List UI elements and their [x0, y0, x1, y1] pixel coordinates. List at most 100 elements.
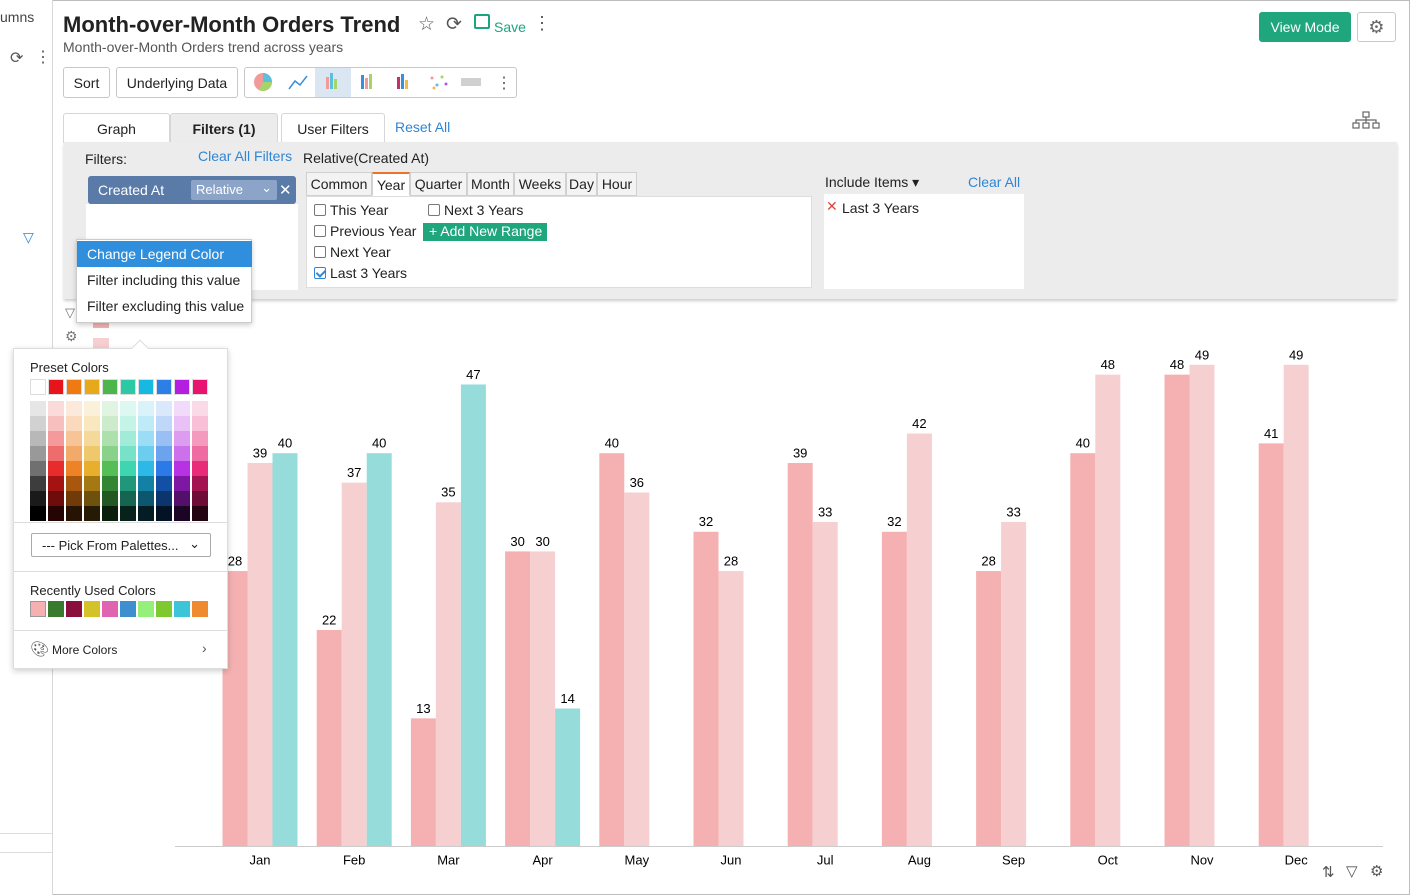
chip-mode[interactable]: Relative ⌄ [191, 180, 277, 200]
tab-active[interactable]: Filters (1) [170, 113, 278, 143]
swatch[interactable] [48, 491, 64, 506]
swatch[interactable] [174, 601, 190, 617]
remove-icon[interactable]: ✕ [826, 198, 838, 214]
settings-button[interactable]: ⚙ [1357, 12, 1396, 42]
sort-icon[interactable]: ⇅ [1322, 864, 1335, 881]
swatch[interactable] [138, 401, 154, 416]
swatch[interactable] [30, 601, 46, 617]
swatch[interactable] [48, 379, 64, 395]
swatch[interactable] [156, 416, 172, 431]
swatch[interactable] [174, 506, 190, 521]
swatch[interactable] [84, 416, 100, 431]
swatch[interactable] [30, 461, 46, 476]
save-icon[interactable] [474, 14, 490, 29]
swatch[interactable] [30, 401, 46, 416]
swatch[interactable] [120, 401, 136, 416]
period-tab[interactable]: Weeks [514, 172, 566, 196]
swatch[interactable] [48, 476, 64, 491]
menu-item[interactable]: Filter excluding this value [87, 298, 245, 314]
option[interactable]: Next Year [314, 244, 391, 260]
swatch[interactable] [48, 431, 64, 446]
option[interactable]: Previous Year [314, 223, 416, 239]
swatch[interactable] [30, 431, 46, 446]
swatch[interactable] [66, 476, 82, 491]
swatch[interactable] [102, 431, 118, 446]
swatch[interactable] [120, 491, 136, 506]
swatch[interactable] [102, 461, 118, 476]
sort-button[interactable]: Sort [63, 67, 110, 98]
swatch[interactable] [84, 379, 100, 395]
clear-all-filters[interactable]: Clear All Filters [198, 148, 293, 164]
checkbox[interactable] [314, 246, 326, 258]
swatch[interactable] [120, 601, 136, 617]
swatch[interactable] [174, 401, 190, 416]
period-tab-active[interactable]: Year [372, 172, 410, 196]
swatch[interactable] [30, 446, 46, 461]
swatch[interactable] [156, 401, 172, 416]
tab[interactable]: Graph [63, 113, 170, 143]
swatch[interactable] [174, 461, 190, 476]
filter-icon[interactable]: ▽ [23, 229, 34, 245]
swatch[interactable] [174, 446, 190, 461]
swatch[interactable] [84, 601, 100, 617]
swatch[interactable] [120, 461, 136, 476]
period-tab[interactable]: Quarter [410, 172, 467, 196]
tab[interactable]: User Filters [281, 113, 385, 143]
swatch[interactable] [192, 401, 208, 416]
swatch[interactable] [48, 446, 64, 461]
swatch[interactable] [120, 506, 136, 521]
swatch[interactable] [84, 506, 100, 521]
more-colors[interactable]: More Colors [52, 643, 118, 657]
reset-all[interactable]: Reset All [395, 119, 451, 135]
swatch[interactable] [102, 401, 118, 416]
swatch[interactable] [174, 416, 190, 431]
swatch[interactable] [138, 601, 154, 617]
swatch[interactable] [192, 506, 208, 521]
swatch[interactable] [102, 506, 118, 521]
swatch[interactable] [192, 476, 208, 491]
swatch[interactable] [174, 476, 190, 491]
swatch[interactable] [156, 601, 172, 617]
swatch[interactable] [30, 506, 46, 521]
add-range-button[interactable]: + Add New Range [423, 223, 547, 241]
period-tab[interactable]: Hour [597, 172, 637, 196]
swatch[interactable] [66, 446, 82, 461]
checkbox[interactable] [314, 204, 326, 216]
swatch[interactable] [192, 461, 208, 476]
swatch[interactable] [30, 476, 46, 491]
swatch[interactable] [156, 491, 172, 506]
include-items-label[interactable]: Include Items ▾ [825, 174, 920, 190]
swatch[interactable] [138, 431, 154, 446]
swatch[interactable] [138, 416, 154, 431]
swatch[interactable] [174, 431, 190, 446]
swatch[interactable] [84, 476, 100, 491]
filter-icon[interactable]: ▽ [1346, 863, 1358, 880]
swatch[interactable] [138, 506, 154, 521]
swatch[interactable] [138, 446, 154, 461]
swatch[interactable] [66, 401, 82, 416]
swatch[interactable] [84, 401, 100, 416]
swatch[interactable] [48, 461, 64, 476]
swatch[interactable] [48, 401, 64, 416]
swatch[interactable] [66, 431, 82, 446]
checkbox[interactable] [428, 204, 440, 216]
swatch[interactable] [192, 431, 208, 446]
remove-icon[interactable]: ✕ [279, 182, 292, 199]
view-mode-button[interactable]: View Mode [1259, 12, 1351, 42]
swatch[interactable] [192, 379, 208, 395]
period-tab[interactable]: Common [306, 172, 372, 196]
swatch[interactable] [48, 416, 64, 431]
menu-item[interactable]: Filter including this value [87, 272, 241, 288]
swatch[interactable] [84, 461, 100, 476]
swatch[interactable] [30, 379, 46, 395]
swatch[interactable] [138, 379, 154, 395]
period-tab[interactable]: Month [467, 172, 514, 196]
save[interactable]: Save [494, 19, 526, 35]
swatch[interactable] [102, 601, 118, 617]
swatch[interactable] [174, 491, 190, 506]
option[interactable]: Next 3 Years [428, 202, 523, 218]
swatch[interactable] [102, 491, 118, 506]
more-icon[interactable]: ⋮ [35, 49, 51, 66]
period-tab[interactable]: Day [566, 172, 597, 196]
reload-icon[interactable]: ⟳ [446, 14, 462, 35]
